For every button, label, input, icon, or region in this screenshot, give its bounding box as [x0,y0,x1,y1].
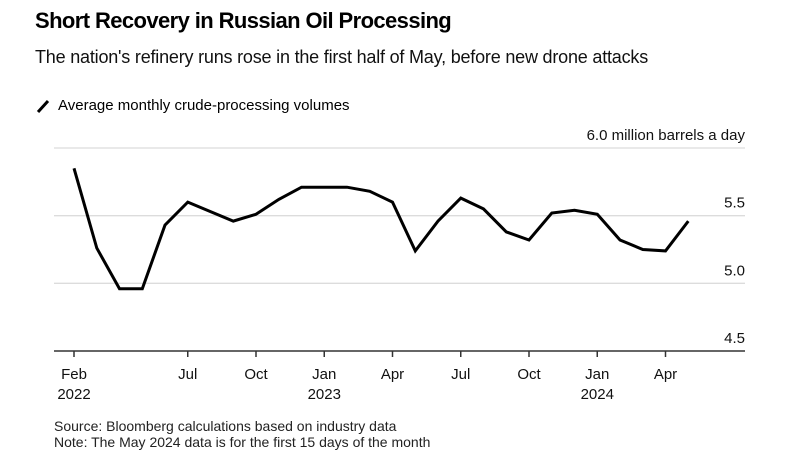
x-tick-year-label: 2024 [581,386,614,403]
x-axis: Feb 2022 Jul Oct Jan 2023 Apr Jul Oct Jan 2024 Apr [54,350,745,403]
source-note: Source: Bloomberg calculations based on … [54,418,397,434]
y-tick-label: 4.5 [724,330,745,347]
line-slash-icon [36,99,50,113]
x-tick-label: Oct [244,366,268,383]
y-axis-labels: 6.0 million barrels a day 5.5 5.0 4.5 [587,127,746,347]
legend-label: Average monthly crude-processing volumes [58,97,350,114]
y-tick-label: 5.5 [724,195,745,212]
x-tick-year-label: 2022 [57,386,90,403]
x-tick-label: Oct [517,366,541,383]
x-tick-label: Jul [451,366,470,383]
x-tick-label: Apr [654,366,677,383]
x-tick-label: Jul [178,366,197,383]
series-layer [72,167,690,291]
y-tick-label: 5.0 [724,262,745,279]
x-tick-label: Apr [381,366,404,383]
series-line [72,167,690,291]
legend: Average monthly crude-processing volumes [35,97,350,114]
chart-title: Short Recovery in Russian Oil Processing [35,8,452,33]
footer: Source: Bloomberg calculations based on … [54,418,430,450]
x-tick-label: Jan [585,366,609,383]
x-tick-label: Feb [61,366,87,383]
chart-subtitle: The nation's refinery runs rose in the f… [35,47,649,67]
x-tick-label: Jan [312,366,336,383]
y-tick-label: 6.0 million barrels a day [587,127,746,144]
data-note: Note: The May 2024 data is for the first… [54,434,431,450]
x-tick-year-label: 2023 [308,386,341,403]
